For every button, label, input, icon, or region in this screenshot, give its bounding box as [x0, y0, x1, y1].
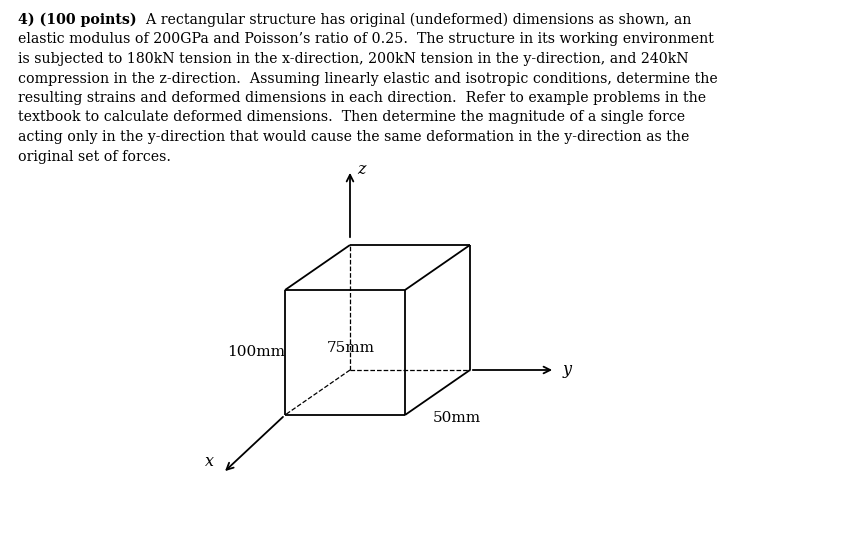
Text: z: z — [357, 161, 366, 179]
Text: acting only in the y-direction that would cause the same deformation in the y-di: acting only in the y-direction that woul… — [18, 130, 689, 144]
Text: x: x — [205, 452, 214, 470]
Text: original set of forces.: original set of forces. — [18, 149, 171, 163]
Text: 4) (100 points): 4) (100 points) — [18, 13, 136, 27]
Text: elastic modulus of 200GPa and Poisson’s ratio of 0.25.  The structure in its wor: elastic modulus of 200GPa and Poisson’s … — [18, 33, 714, 47]
Text: textbook to calculate deformed dimensions.  Then determine the magnitude of a si: textbook to calculate deformed dimension… — [18, 110, 686, 124]
Text: 75mm: 75mm — [327, 340, 375, 355]
Text: 100mm: 100mm — [227, 345, 285, 359]
Text: compression in the z-direction.  Assuming linearly elastic and isotropic conditi: compression in the z-direction. Assuming… — [18, 72, 718, 85]
Text: 50mm: 50mm — [432, 411, 480, 425]
Text: A rectangular structure has original (undeformed) dimensions as shown, an: A rectangular structure has original (un… — [136, 13, 691, 27]
Text: resulting strains and deformed dimensions in each direction.  Refer to example p: resulting strains and deformed dimension… — [18, 91, 706, 105]
Text: is subjected to 180kN tension in the x-direction, 200kN tension in the y-directi: is subjected to 180kN tension in the x-d… — [18, 52, 689, 66]
Text: y: y — [563, 362, 572, 378]
